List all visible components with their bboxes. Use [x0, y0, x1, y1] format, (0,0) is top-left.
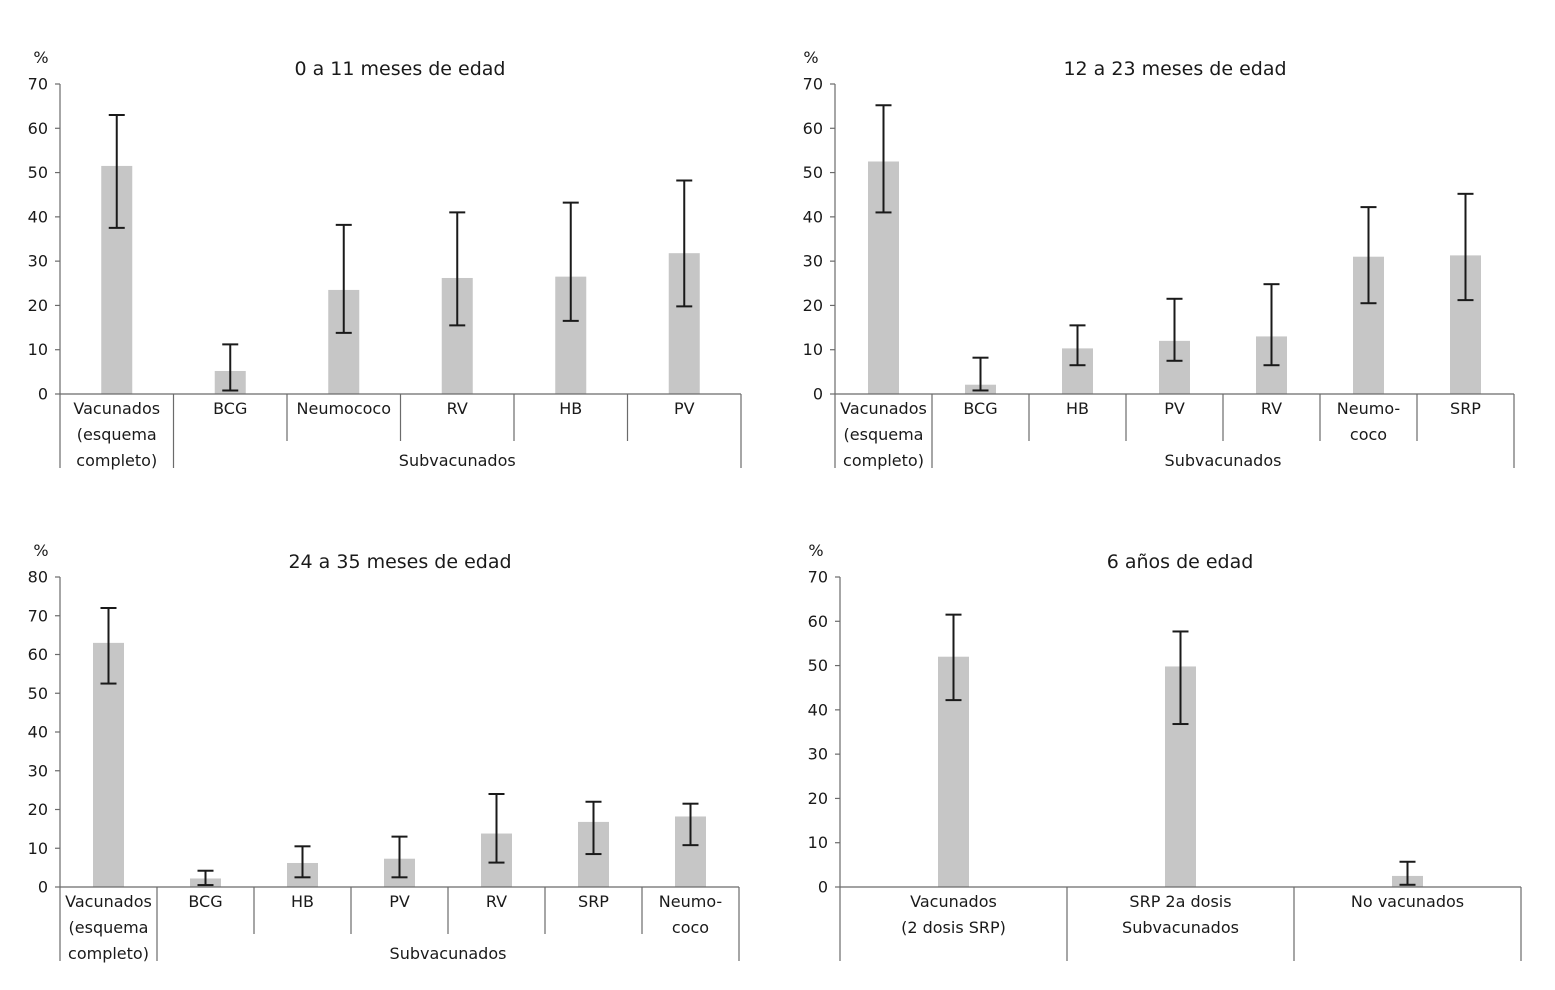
category-label: No vacunados	[1351, 892, 1464, 911]
y-tick-label: 10	[808, 833, 828, 852]
y-tick-label: 40	[803, 207, 823, 226]
chart-panel-3: 24 a 35 meses de edad% 0 10 20 30 40 50 60 70 80 V…	[28, 541, 740, 963]
y-tick-label: 70	[808, 568, 828, 587]
category-label: SRP	[578, 892, 609, 911]
category-label: Neumo-	[1337, 399, 1400, 418]
y-tick-label: 10	[803, 340, 823, 359]
y-tick-label: 50	[28, 684, 48, 703]
y-tick-label: 60	[28, 645, 48, 664]
category-label: completo)	[68, 944, 149, 963]
category-label: (esquema	[77, 425, 157, 444]
category-label: coco	[672, 918, 709, 937]
category-label: BCG	[963, 399, 997, 418]
y-tick-label: 30	[28, 252, 48, 271]
category-label: BCG	[213, 399, 247, 418]
y-tick-label: 30	[28, 761, 48, 780]
category-label: Vacunados	[73, 399, 160, 418]
category-label: RV	[1261, 399, 1282, 418]
category-label: SRP 2a dosis	[1129, 892, 1231, 911]
category-label: SRP	[1450, 399, 1481, 418]
y-tick-label: 50	[28, 163, 48, 182]
y-tick-label: 20	[28, 296, 48, 315]
y-tick-label: 70	[28, 606, 48, 625]
y-axis-label: %	[803, 48, 818, 67]
group-label: Subvacunados	[399, 451, 516, 470]
category-label: completo)	[76, 451, 157, 470]
category-label: Vacunados	[910, 892, 997, 911]
y-tick-label: 40	[28, 723, 48, 742]
y-tick-label: 20	[28, 800, 48, 819]
category-label: HB	[291, 892, 314, 911]
category-label: (esquema	[844, 425, 924, 444]
category-label: HB	[1066, 399, 1089, 418]
category-label: Neumococo	[297, 399, 392, 418]
y-tick-label: 20	[808, 789, 828, 808]
y-tick-label: 80	[28, 568, 48, 587]
y-tick-label: 70	[803, 75, 823, 94]
category-label: (esquema	[69, 918, 149, 937]
group-label: Subvacunados	[390, 944, 507, 963]
y-axis-label: %	[33, 48, 48, 67]
y-tick-label: 0	[813, 385, 823, 404]
y-axis-label: %	[808, 541, 823, 560]
y-tick-label: 70	[28, 75, 48, 94]
y-tick-label: 50	[803, 163, 823, 182]
y-tick-label: 30	[808, 745, 828, 764]
category-label: PV	[674, 399, 695, 418]
chart-title: 0 a 11 meses de edad	[295, 58, 506, 80]
y-tick-label: 0	[818, 878, 828, 897]
y-tick-label: 20	[803, 296, 823, 315]
y-axis-label: %	[33, 541, 48, 560]
y-tick-label: 0	[38, 385, 48, 404]
chart-title: 6 años de edad	[1107, 551, 1254, 573]
y-tick-label: 60	[803, 119, 823, 138]
category-label: Subvacunados	[1122, 918, 1239, 937]
category-label: (2 dosis SRP)	[901, 918, 1006, 937]
chart-panel-2: 12 a 23 meses de edad% 0 10 20 30 40 50 60 70 Vac…	[803, 48, 1515, 470]
y-tick-label: 0	[38, 878, 48, 897]
group-label: Subvacunados	[1165, 451, 1282, 470]
y-tick-label: 40	[28, 207, 48, 226]
category-label: PV	[389, 892, 410, 911]
chart-panel-4: 6 años de edad% 0 10 20 30 40 50 60 70 Vacunados (…	[808, 541, 1522, 961]
y-tick-label: 40	[808, 700, 828, 719]
y-tick-label: 10	[28, 340, 48, 359]
category-label: RV	[486, 892, 507, 911]
y-tick-label: 60	[28, 119, 48, 138]
category-label: HB	[559, 399, 582, 418]
category-label: BCG	[188, 892, 222, 911]
y-tick-label: 60	[808, 612, 828, 631]
chart-title: 12 a 23 meses de edad	[1063, 58, 1286, 80]
category-label: Neumo-	[659, 892, 722, 911]
category-label: Vacunados	[840, 399, 927, 418]
chart-title: 24 a 35 meses de edad	[288, 551, 511, 573]
y-tick-label: 30	[803, 252, 823, 271]
y-tick-label: 10	[28, 839, 48, 858]
category-label: completo)	[843, 451, 924, 470]
category-label: PV	[1164, 399, 1185, 418]
category-label: Vacunados	[65, 892, 152, 911]
chart-panel-1: 0 a 11 meses de edad% 0 10 20 30 40 50 60 70 Vacu…	[28, 48, 742, 470]
category-label: coco	[1350, 425, 1387, 444]
category-label: RV	[447, 399, 468, 418]
y-tick-label: 50	[808, 656, 828, 675]
